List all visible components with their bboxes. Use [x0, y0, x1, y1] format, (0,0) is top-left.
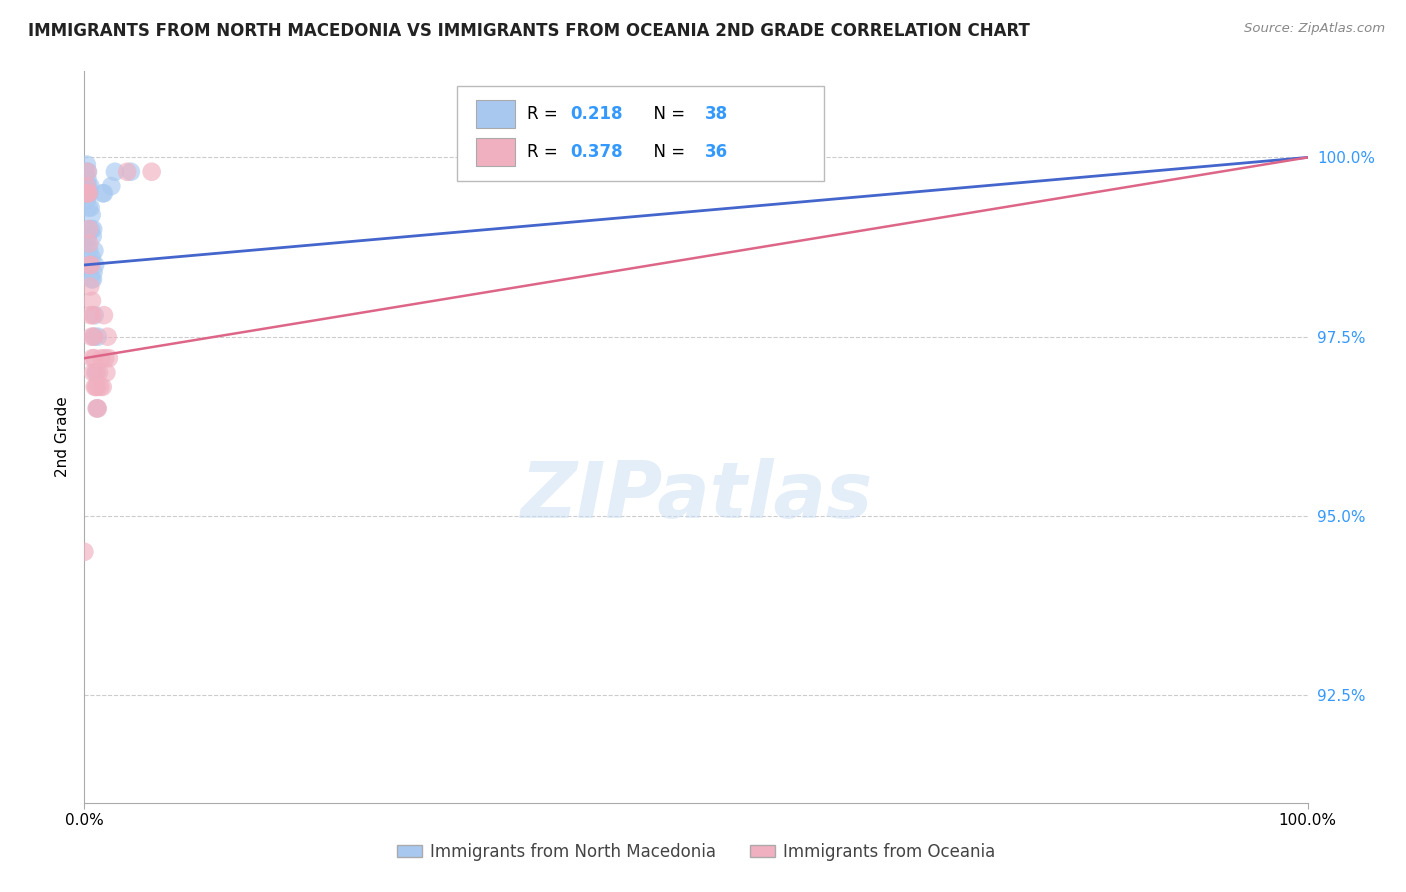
Point — [82, 351, 104, 366]
Point — [80, 222, 103, 236]
Point — [115, 165, 138, 179]
Point — [96, 366, 118, 380]
Point — [80, 208, 103, 222]
Point — [87, 366, 110, 380]
Text: IMMIGRANTS FROM NORTH MACEDONIA VS IMMIGRANTS FROM OCEANIA 2ND GRADE CORRELATION: IMMIGRANTS FROM NORTH MACEDONIA VS IMMIG… — [28, 22, 1031, 40]
Point — [77, 186, 100, 201]
Point — [83, 380, 105, 394]
Point — [77, 222, 100, 236]
Text: 0.218: 0.218 — [569, 104, 623, 123]
Point — [86, 366, 108, 380]
Point — [76, 186, 98, 201]
FancyBboxPatch shape — [457, 86, 824, 181]
Point — [79, 258, 101, 272]
Point — [91, 380, 114, 394]
Point — [100, 179, 122, 194]
Point — [77, 244, 100, 258]
Point — [77, 222, 100, 236]
FancyBboxPatch shape — [475, 138, 515, 166]
Point — [83, 329, 105, 343]
Point — [75, 179, 97, 194]
Point — [90, 351, 112, 366]
Point — [84, 366, 107, 380]
Point — [76, 179, 98, 194]
Point — [79, 279, 101, 293]
Text: 0.378: 0.378 — [569, 143, 623, 161]
Text: 38: 38 — [704, 104, 728, 123]
Point — [94, 351, 117, 366]
Point — [80, 272, 103, 286]
Point — [76, 229, 98, 244]
Point — [76, 172, 98, 186]
Point — [83, 329, 105, 343]
Point — [86, 401, 108, 416]
Text: R =: R = — [527, 143, 564, 161]
Point — [76, 194, 98, 208]
Point — [77, 179, 100, 194]
Point — [77, 186, 100, 201]
Point — [91, 186, 114, 201]
Point — [83, 308, 105, 322]
Point — [76, 165, 98, 179]
Point — [84, 258, 107, 272]
Text: N =: N = — [644, 104, 690, 123]
Point — [75, 165, 97, 179]
Point — [75, 186, 97, 201]
Point — [82, 222, 104, 236]
Point — [97, 351, 120, 366]
Point — [79, 186, 101, 201]
Point — [80, 258, 103, 272]
Point — [77, 201, 100, 215]
Point — [83, 351, 105, 366]
Text: Source: ZipAtlas.com: Source: ZipAtlas.com — [1244, 22, 1385, 36]
Point — [83, 244, 105, 258]
Point — [82, 229, 104, 244]
Point — [87, 329, 110, 343]
Point — [93, 308, 115, 322]
Text: R =: R = — [527, 104, 564, 123]
Point — [86, 380, 108, 394]
Point — [82, 272, 104, 286]
Point — [76, 158, 98, 172]
Text: ZIPatlas: ZIPatlas — [520, 458, 872, 533]
Point — [80, 329, 103, 343]
Point — [82, 366, 104, 380]
Text: 36: 36 — [704, 143, 728, 161]
Point — [79, 258, 101, 272]
Point — [79, 308, 101, 322]
Point — [87, 401, 110, 416]
Point — [73, 186, 96, 201]
Point — [73, 236, 96, 251]
Point — [80, 293, 103, 308]
Legend: Immigrants from North Macedonia, Immigrants from Oceania: Immigrants from North Macedonia, Immigra… — [391, 837, 1001, 868]
FancyBboxPatch shape — [475, 100, 515, 128]
Point — [86, 401, 108, 416]
Point — [73, 545, 96, 559]
Point — [120, 165, 142, 179]
Point — [97, 329, 120, 343]
Point — [77, 236, 100, 251]
Point — [104, 165, 127, 179]
Point — [80, 201, 103, 215]
Point — [82, 308, 104, 322]
Point — [93, 186, 115, 201]
Y-axis label: 2nd Grade: 2nd Grade — [55, 397, 70, 477]
Point — [89, 380, 111, 394]
Point — [79, 179, 101, 194]
Text: N =: N = — [644, 143, 690, 161]
Point — [141, 165, 163, 179]
Point — [84, 380, 107, 394]
Point — [80, 251, 103, 265]
Point — [77, 165, 100, 179]
Point — [83, 265, 105, 279]
